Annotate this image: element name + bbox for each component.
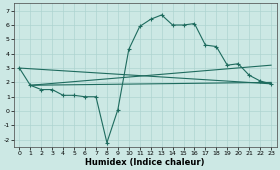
X-axis label: Humidex (Indice chaleur): Humidex (Indice chaleur) bbox=[85, 158, 205, 167]
